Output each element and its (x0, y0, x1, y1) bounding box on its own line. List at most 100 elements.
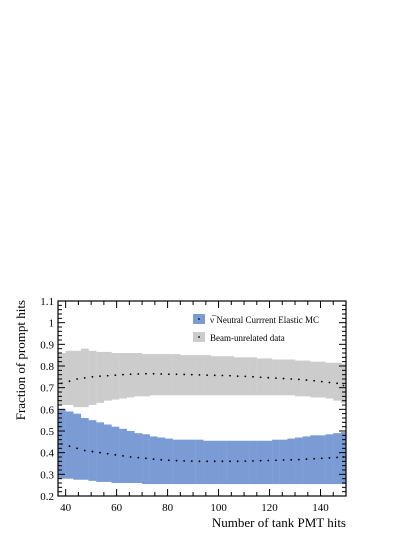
band-bin (287, 438, 296, 485)
mean-point (106, 374, 109, 377)
mean-point (99, 451, 101, 454)
mean-point (213, 460, 216, 463)
mean-point (91, 375, 94, 378)
band-bin (279, 359, 288, 396)
band-bin (88, 350, 97, 405)
mean-point (259, 376, 262, 379)
mean-point (76, 378, 79, 380)
mean-point (152, 372, 155, 375)
band-bin (149, 436, 158, 485)
mean-point (267, 459, 270, 462)
mean-point (114, 374, 117, 376)
mean-point (122, 455, 124, 457)
band-bin (218, 440, 227, 485)
band-bin (325, 434, 334, 485)
band-bin (325, 362, 334, 399)
mean-point (198, 460, 201, 463)
band-bin (226, 440, 235, 485)
band-bin (317, 435, 326, 485)
mean-point (106, 452, 109, 455)
band-bin (264, 440, 273, 485)
band-bin (165, 438, 173, 485)
mean-point (198, 373, 201, 376)
axis-ticks (58, 300, 347, 497)
band-bin (65, 411, 74, 479)
band-series-0 (58, 348, 347, 408)
mean-point (320, 380, 323, 383)
mean-point (236, 375, 239, 378)
data-bands (58, 348, 347, 485)
y-tick-label: 0.7 (40, 383, 54, 395)
mean-point (122, 373, 124, 376)
band-bin (295, 360, 303, 397)
band-bin (157, 437, 166, 485)
mean-point (145, 372, 147, 375)
mean-point (183, 373, 186, 376)
band-bin (340, 432, 347, 485)
band-bin (119, 353, 127, 399)
mean-point (76, 447, 79, 450)
mean-point (160, 373, 163, 375)
mean-point (275, 459, 277, 462)
y-axis-label: Fraction of prompt hits (13, 300, 28, 420)
mean-point (167, 373, 170, 376)
x-axis-label: Number of tank PMT hits (212, 515, 346, 530)
band-bin (310, 361, 319, 398)
mean-point (313, 379, 316, 382)
mean-point (175, 459, 178, 462)
mean-point (190, 373, 193, 376)
band-bin (272, 439, 280, 485)
y-tick-label: 0.4 (40, 448, 54, 460)
mean-point (244, 375, 247, 378)
mean-point (137, 456, 140, 459)
mean-point (305, 379, 308, 381)
legend: ν̅ Neutral Currrent Elastic MC Beam-unre… (193, 314, 319, 343)
mean-point (145, 457, 147, 460)
band-bin (126, 353, 135, 398)
y-tick-label: 0.8 (40, 361, 54, 373)
x-tick-label: 80 (162, 502, 174, 514)
band-bin (210, 440, 219, 485)
mean-point (213, 374, 216, 377)
band-bin (333, 362, 342, 401)
band-series-1 (58, 409, 347, 485)
band-bin (241, 440, 250, 485)
mean-point (129, 456, 132, 458)
band-bin (333, 433, 342, 485)
band-bin (295, 437, 303, 485)
mean-point (336, 382, 338, 385)
legend-label-data: Beam-unrelated data (210, 333, 285, 343)
mean-point (152, 458, 155, 461)
mean-point (297, 458, 300, 461)
mean-point (114, 453, 117, 456)
mean-point (252, 460, 254, 462)
y-tick-label: 0.3 (40, 469, 54, 481)
mean-point (328, 381, 331, 384)
mean-point (336, 456, 338, 459)
mean-point (83, 449, 86, 452)
mean-point (282, 377, 285, 380)
band-bin (142, 354, 150, 397)
band-bin (287, 359, 296, 396)
mean-point (252, 375, 254, 378)
x-tick-label: 140 (312, 502, 329, 514)
band-bin (96, 351, 105, 403)
band-bin (73, 413, 82, 480)
mean-point (290, 378, 293, 380)
legend-dot-mc (198, 318, 200, 320)
mean-point (83, 377, 86, 379)
y-tick-label: 1.1 (40, 296, 54, 308)
mean-point (328, 456, 331, 459)
mean-point (229, 374, 231, 377)
legend-dot-data (198, 336, 200, 338)
mean-point (91, 450, 94, 453)
mean-point (320, 457, 323, 460)
mean-point (282, 459, 285, 461)
mean-point (221, 460, 224, 463)
mean-point (167, 459, 170, 462)
mean-point (190, 460, 193, 463)
mean-point (236, 460, 239, 463)
band-bin (180, 439, 189, 485)
mean-point (290, 458, 293, 461)
